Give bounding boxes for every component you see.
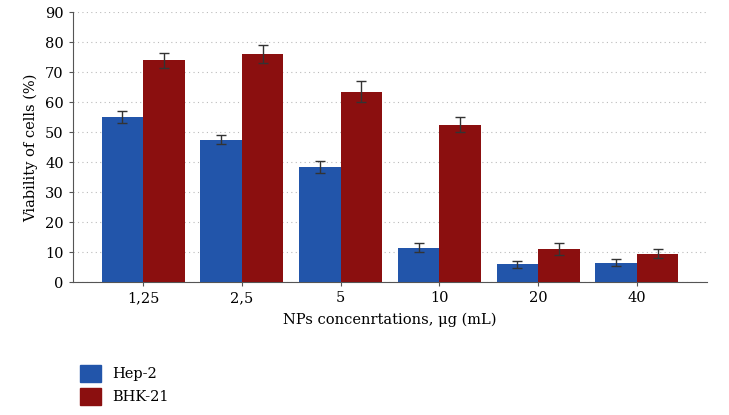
Bar xyxy=(143,61,184,282)
Bar xyxy=(596,263,637,282)
Bar xyxy=(102,117,143,282)
Legend: Hep-2, BHK-21: Hep-2, BHK-21 xyxy=(80,365,169,405)
Bar xyxy=(242,54,284,282)
Bar xyxy=(200,140,242,282)
Bar xyxy=(440,125,481,282)
Bar xyxy=(299,167,340,282)
X-axis label: NPs concenrtations, μg (mL): NPs concenrtations, μg (mL) xyxy=(284,312,496,327)
Bar xyxy=(398,248,440,282)
Bar xyxy=(538,249,580,282)
Bar xyxy=(637,254,678,282)
Y-axis label: Viability of cells (%): Viability of cells (%) xyxy=(24,73,38,222)
Bar xyxy=(340,92,382,282)
Bar xyxy=(496,264,538,282)
